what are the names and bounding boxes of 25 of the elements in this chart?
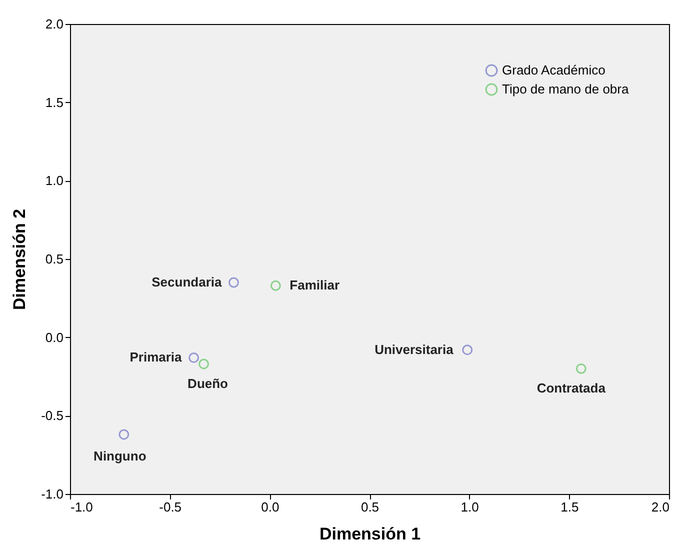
x-tick-label: 2.0: [651, 500, 670, 514]
x-tick-label: -0.5: [159, 500, 182, 514]
y-tick-label: 0.0: [45, 330, 64, 345]
annotation: Contratada: [536, 380, 606, 396]
annotation: Universitaria: [374, 342, 454, 357]
y-tick-label: -1.0: [41, 486, 64, 502]
y-tick-label: 1.5: [45, 94, 64, 110]
legend-label: Grado Académico: [502, 62, 606, 78]
x-tick-label: 0.0: [261, 500, 280, 514]
annotation: Primaria: [130, 350, 183, 365]
y-tick-label: 0.5: [45, 252, 64, 266]
x-tick-label: 1.0: [460, 500, 479, 514]
annotation: Ninguno: [94, 448, 146, 464]
annotation: Secundaria: [152, 274, 222, 290]
y-tick-label: 2.0: [45, 16, 64, 32]
y-tick-label: -0.5: [41, 408, 64, 424]
y-tick-label: 1.0: [45, 173, 64, 188]
x-tick-label: 0.5: [360, 500, 380, 514]
legend-label: Tipo de mano de obra: [502, 82, 630, 96]
x-tick-label: -1.0: [70, 500, 93, 514]
x-tick-label: 1.5: [560, 500, 579, 514]
x-axis-title: Dimensión 1: [319, 524, 421, 544]
annotation: Familiar: [290, 278, 340, 293]
annotation: Dueño: [188, 376, 228, 391]
y-axis-title: Dimensión 2: [10, 208, 30, 310]
